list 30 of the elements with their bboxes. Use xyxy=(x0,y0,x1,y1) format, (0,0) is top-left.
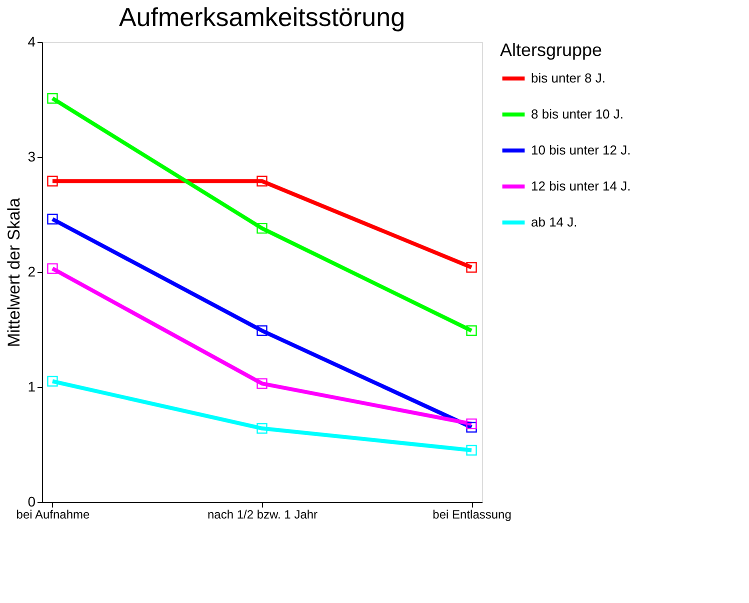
point xyxy=(256,325,268,336)
point xyxy=(466,444,477,456)
point xyxy=(47,176,58,186)
legend-label: 12 bis unter 14 J. xyxy=(531,178,631,194)
point xyxy=(47,263,58,274)
x-tick-label: nach 1/2 bzw. 1 Jahr xyxy=(207,508,318,522)
x-tick-label: bei Entlassung xyxy=(432,508,512,522)
point xyxy=(256,176,268,186)
point xyxy=(466,262,477,273)
legend-label: 8 bis unter 10 J. xyxy=(531,106,624,122)
y-axis-title: Mittelwert der Skala xyxy=(4,197,24,348)
point xyxy=(256,222,268,234)
legend-label: 10 bis unter 12 J. xyxy=(531,142,631,158)
legend-title: Altersgruppe xyxy=(500,40,602,60)
x-tick-label: bei Aufnahme xyxy=(16,508,90,522)
y-tick-label: 2 xyxy=(28,264,36,280)
point xyxy=(256,378,268,389)
point xyxy=(47,376,58,387)
legend-label: bis unter 8 J. xyxy=(531,70,606,86)
y-tick-label: 3 xyxy=(28,148,36,164)
point xyxy=(256,423,268,434)
point xyxy=(466,418,477,430)
y-tick-label: 0 xyxy=(28,494,36,510)
point xyxy=(47,214,58,224)
legend-label: ab 14 J. xyxy=(531,214,578,230)
point xyxy=(47,93,58,104)
point xyxy=(466,325,477,336)
y-tick-label: 1 xyxy=(28,378,36,394)
y-tick-label: 4 xyxy=(28,34,36,50)
chart-title: Aufmerksamkeitsstörung xyxy=(118,2,406,32)
